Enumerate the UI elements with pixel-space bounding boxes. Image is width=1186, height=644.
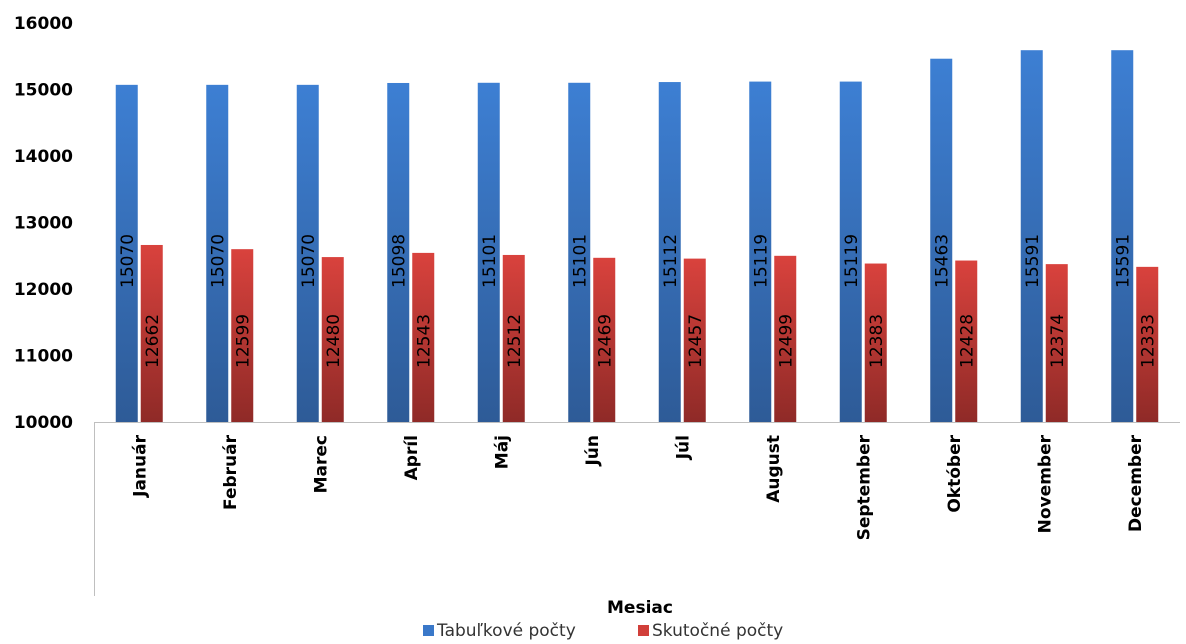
y-tick-label: 13000 bbox=[14, 214, 73, 234]
data-label: 15463 bbox=[932, 234, 952, 288]
data-label: 15101 bbox=[480, 234, 500, 288]
legend: Tabuľkové počty Skutočné počty bbox=[423, 621, 783, 641]
y-axis: 10000 11000 12000 13000 14000 15000 16000 bbox=[14, 14, 73, 433]
data-label: 12469 bbox=[595, 314, 615, 368]
data-label: 12499 bbox=[776, 314, 796, 368]
bar-skutocne bbox=[321, 257, 344, 422]
bar-tabulkove bbox=[930, 58, 953, 422]
x-tick-label: Január bbox=[130, 434, 150, 497]
data-label: 15591 bbox=[1023, 234, 1043, 288]
bar-skutocne bbox=[864, 263, 887, 422]
x-tick-label: November bbox=[1035, 434, 1055, 533]
bar-skutocne bbox=[593, 257, 616, 422]
bar-skutocne bbox=[502, 254, 525, 422]
bar-skutocne bbox=[231, 249, 254, 422]
x-tick-label: Júl bbox=[673, 435, 693, 460]
data-label: 12599 bbox=[233, 314, 253, 368]
x-tick-label: December bbox=[1126, 434, 1146, 532]
bar-tabulkove bbox=[206, 84, 229, 422]
legend-label: Skutočné počty bbox=[652, 621, 783, 641]
data-label: 15119 bbox=[751, 234, 771, 288]
legend-swatch bbox=[638, 625, 649, 636]
bar-skutocne bbox=[1136, 266, 1159, 422]
y-tick-label: 16000 bbox=[14, 14, 73, 34]
bar-tabulkove bbox=[749, 81, 772, 423]
data-label: 15070 bbox=[208, 234, 228, 288]
data-label: 12512 bbox=[505, 314, 525, 368]
bar-tabulkove bbox=[115, 84, 138, 422]
x-tick-label: Máj bbox=[492, 435, 512, 469]
legend-label: Tabuľkové počty bbox=[436, 621, 576, 641]
bar-tabulkove bbox=[568, 82, 591, 422]
x-tick-label: Apríl bbox=[402, 435, 422, 480]
data-label: 15101 bbox=[570, 234, 590, 288]
y-tick-label: 10000 bbox=[14, 413, 73, 433]
data-label: 12480 bbox=[324, 314, 344, 368]
data-label: 12428 bbox=[957, 314, 977, 368]
bar-skutocne bbox=[683, 258, 706, 422]
data-label: 12662 bbox=[143, 314, 163, 368]
bars: 15070 12662 15070 12599 15070 12480 15098 12543… bbox=[115, 50, 1159, 423]
x-tick-label: Jún bbox=[583, 435, 603, 467]
bar-skutocne bbox=[955, 260, 978, 422]
data-label: 12333 bbox=[1138, 314, 1158, 368]
x-tick-label: Október bbox=[945, 434, 965, 512]
bar-tabulkove bbox=[839, 81, 862, 423]
x-axis: Január Február Marec Apríl Máj Jún Júl August Se… bbox=[94, 422, 1180, 596]
data-label: 15070 bbox=[118, 234, 138, 288]
y-tick-label: 11000 bbox=[14, 347, 73, 367]
bar-tabulkove bbox=[387, 82, 410, 422]
data-label: 15098 bbox=[389, 234, 409, 288]
bar-skutocne bbox=[140, 244, 163, 422]
bar-tabulkove bbox=[1020, 50, 1043, 423]
bar-tabulkove bbox=[1111, 50, 1134, 423]
data-label: 12457 bbox=[686, 314, 706, 368]
bar-tabulkove bbox=[658, 82, 681, 422]
x-tick-label: August bbox=[764, 435, 784, 503]
bar-skutocne bbox=[774, 255, 797, 422]
bar-tabulkove bbox=[477, 82, 500, 422]
data-label: 15591 bbox=[1113, 234, 1133, 288]
y-tick-label: 12000 bbox=[14, 280, 73, 300]
y-tick-label: 15000 bbox=[14, 81, 73, 101]
data-label: 12383 bbox=[867, 314, 887, 368]
data-label: 15070 bbox=[299, 234, 319, 288]
x-tick-label: September bbox=[854, 434, 874, 540]
bar-tabulkove bbox=[296, 84, 319, 422]
data-label: 12543 bbox=[414, 314, 434, 368]
data-label: 15112 bbox=[661, 234, 681, 288]
data-label: 12374 bbox=[1048, 314, 1068, 368]
legend-swatch bbox=[423, 625, 434, 636]
y-tick-label: 14000 bbox=[14, 147, 73, 167]
x-tick-label: Február bbox=[221, 434, 241, 510]
bar-skutocne bbox=[1045, 264, 1068, 422]
data-label: 15119 bbox=[842, 234, 862, 288]
bar-skutocne bbox=[412, 252, 435, 422]
x-tick-label: Marec bbox=[311, 435, 331, 493]
x-axis-title: Mesiac bbox=[607, 598, 673, 618]
